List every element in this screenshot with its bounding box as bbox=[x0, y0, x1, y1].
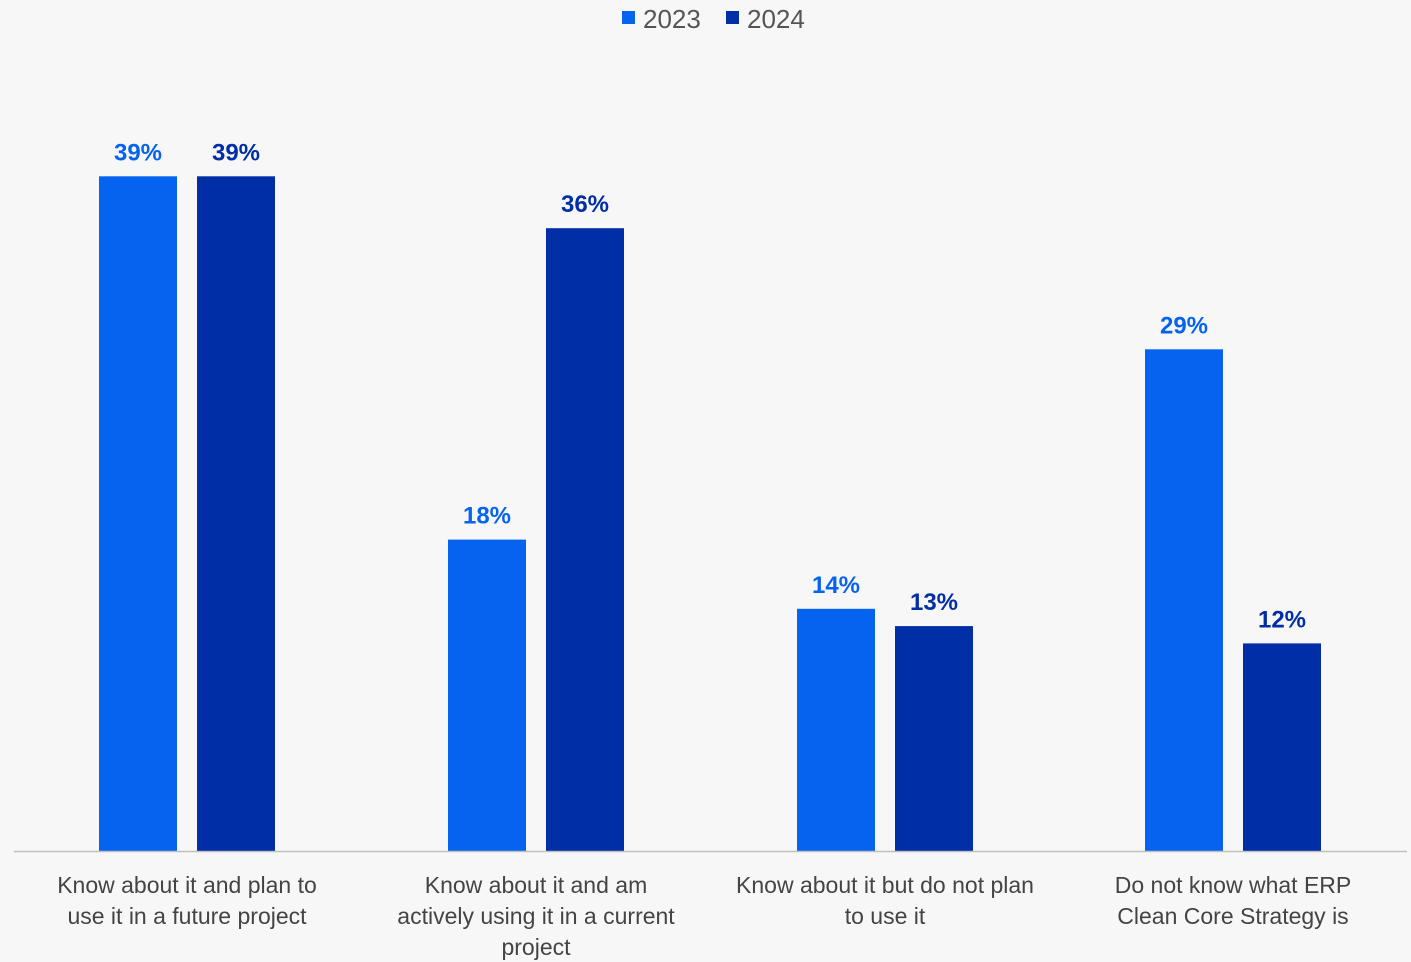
category-label-line: Do not know what ERP bbox=[1115, 872, 1352, 898]
data-label-2023-4: 29% bbox=[1160, 312, 1208, 339]
data-label-2024-2: 36% bbox=[561, 191, 609, 218]
category-label-4: Do not know what ERP Clean Core Strategy … bbox=[1115, 872, 1352, 929]
category-labels-group: Know about it and plan to use it in a fut… bbox=[57, 872, 1351, 960]
data-label-2023-3: 14% bbox=[812, 572, 860, 599]
bar-2023-2 bbox=[448, 539, 526, 851]
bar-2024-1 bbox=[197, 176, 275, 852]
data-label-2024-1: 39% bbox=[212, 139, 260, 166]
category-label-line: Know about it and am bbox=[425, 872, 647, 898]
category-label-line: use it in a future project bbox=[67, 903, 307, 929]
legend-label-2023: 2023 bbox=[643, 4, 701, 34]
category-label-2: Know about it and am actively using it in… bbox=[397, 872, 675, 960]
data-label-2024-4: 12% bbox=[1258, 606, 1306, 633]
bar-2024-3 bbox=[895, 626, 973, 851]
category-label-line: Know about it but do not plan bbox=[736, 872, 1034, 898]
category-label-line: Clean Core Strategy is bbox=[1117, 903, 1348, 929]
bar-2023-3 bbox=[797, 608, 875, 851]
category-label-1: Know about it and plan to use it in a fut… bbox=[57, 872, 317, 929]
value-labels-group: 39% 18% 14% 29% 39% 36% 13% 12% bbox=[114, 139, 1306, 633]
category-label-line: project bbox=[501, 934, 571, 960]
category-label-line: Know about it and plan to bbox=[57, 872, 317, 898]
bar-2023-4 bbox=[1145, 349, 1223, 851]
category-label-3: Know about it but do not plan to use it bbox=[736, 872, 1034, 929]
category-label-line: actively using it in a current bbox=[397, 903, 675, 929]
data-label-2023-2: 18% bbox=[463, 503, 511, 530]
category-label-line: to use it bbox=[845, 903, 926, 929]
bar-2023-1 bbox=[99, 176, 177, 852]
data-label-2024-3: 13% bbox=[910, 589, 958, 616]
bar-2024-2 bbox=[546, 228, 624, 851]
legend-label-2024: 2024 bbox=[747, 4, 805, 34]
legend-swatch-2023 bbox=[622, 11, 635, 24]
bar-2024-4 bbox=[1243, 643, 1321, 851]
legend: 2023 2024 bbox=[622, 4, 805, 34]
legend-swatch-2024 bbox=[726, 11, 739, 24]
data-label-2023-1: 39% bbox=[114, 139, 162, 166]
bars-group bbox=[99, 176, 1321, 852]
